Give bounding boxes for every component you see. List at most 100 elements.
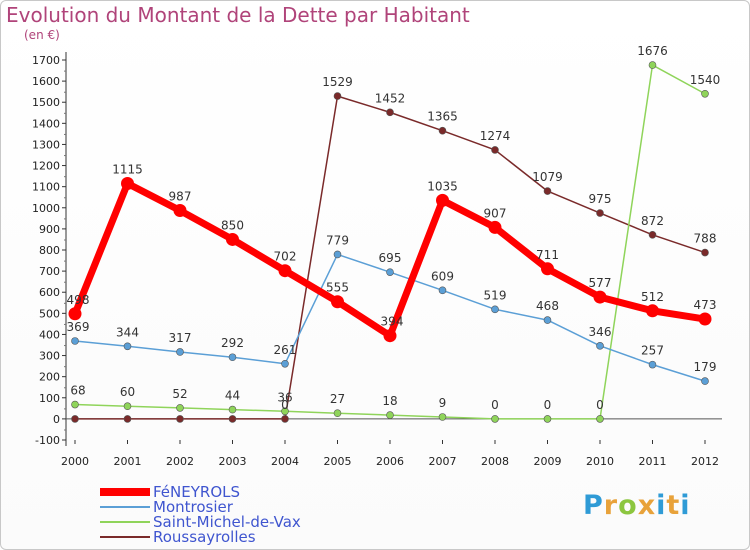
data-point <box>436 193 449 207</box>
x-tick-label: 2009 <box>534 455 562 468</box>
data-point <box>701 248 709 257</box>
data-point <box>386 268 394 276</box>
data-point <box>123 342 132 351</box>
data-label: 1115 <box>112 163 143 177</box>
data-point <box>491 146 499 154</box>
data-label: 1452 <box>375 91 406 105</box>
data-point <box>228 405 237 414</box>
data-label: 695 <box>379 251 402 265</box>
y-tick-label: 1600 <box>32 75 60 88</box>
data-label: 1529 <box>322 75 353 89</box>
proxiti-logo: Proxiti <box>583 490 691 521</box>
x-tick-label: 2008 <box>481 455 509 468</box>
data-label: 179 <box>694 360 717 374</box>
data-label: 52 <box>172 387 187 401</box>
y-tick-label: 600 <box>39 286 60 299</box>
legend-label: FéNEYROLS <box>153 483 240 501</box>
data-point <box>543 187 552 195</box>
x-tick-label: 2011 <box>639 455 667 468</box>
data-point <box>176 404 184 412</box>
data-label: 1079 <box>532 170 563 184</box>
data-point <box>491 305 499 314</box>
y-tick-label: 0 <box>53 413 60 426</box>
data-label: 555 <box>326 281 349 295</box>
data-label: 512 <box>641 290 664 304</box>
data-label: 468 <box>536 299 559 313</box>
data-point <box>593 290 607 304</box>
y-tick-label: 500 <box>39 307 60 320</box>
data-point <box>596 209 604 217</box>
data-point <box>646 304 659 318</box>
data-point <box>543 415 552 423</box>
x-tick-label: 2003 <box>219 455 247 468</box>
series-line <box>74 64 706 420</box>
data-point <box>71 337 79 345</box>
y-tick-label: 200 <box>39 371 60 384</box>
data-point <box>71 400 79 409</box>
data-label: 344 <box>116 325 139 339</box>
data-point <box>68 307 82 321</box>
data-point <box>701 377 709 385</box>
x-tick-label: 2010 <box>586 455 614 468</box>
y-tick-label: 1200 <box>32 160 60 173</box>
y-tick-label: 300 <box>39 350 60 363</box>
data-label: 44 <box>225 389 240 403</box>
x-tick-label: 2001 <box>114 455 142 468</box>
legend-label: Saint-Michel-de-Vax <box>153 513 301 531</box>
data-point <box>386 411 394 419</box>
data-point <box>596 415 604 423</box>
data-label: 317 <box>169 331 192 345</box>
data-point <box>71 415 79 423</box>
data-point <box>701 89 709 98</box>
data-point <box>333 409 342 417</box>
data-label: 18 <box>382 394 397 408</box>
unit-label: (en €) <box>24 28 60 42</box>
y-tick-label: 1100 <box>32 181 60 194</box>
data-label: 0 <box>596 398 604 412</box>
data-label: 1540 <box>690 73 721 87</box>
y-tick-label: 800 <box>39 244 60 257</box>
y-tick-label: 1400 <box>32 117 60 130</box>
x-tick-label: 2006 <box>376 455 404 468</box>
data-point <box>278 264 292 278</box>
data-point <box>281 359 289 368</box>
data-point <box>228 415 237 423</box>
data-point <box>383 329 397 343</box>
data-label: 711 <box>536 248 559 262</box>
data-point <box>488 220 502 234</box>
data-label: 346 <box>589 325 612 339</box>
legend-label: Roussayrolles <box>153 528 256 546</box>
data-label: 1676 <box>637 44 668 58</box>
data-point <box>123 415 132 423</box>
x-tick-label: 2002 <box>166 455 194 468</box>
data-point <box>541 262 554 276</box>
data-point <box>228 353 237 362</box>
data-label: 788 <box>694 232 717 246</box>
data-label: 907 <box>484 206 507 220</box>
y-tick-label: 1000 <box>32 202 60 215</box>
data-point <box>438 286 447 295</box>
data-point <box>281 415 289 423</box>
data-point <box>331 295 344 309</box>
data-point <box>596 342 604 350</box>
y-tick-label: 400 <box>39 328 60 341</box>
data-point <box>226 232 239 246</box>
data-label: 498 <box>67 293 90 307</box>
data-label: 987 <box>169 190 192 204</box>
data-label: 609 <box>431 269 454 283</box>
data-point <box>123 402 132 411</box>
y-tick-label: 1300 <box>32 138 60 151</box>
data-label: 872 <box>641 214 664 228</box>
data-point <box>386 108 394 117</box>
data-label: 577 <box>589 276 612 290</box>
data-point <box>438 126 447 135</box>
data-point <box>648 61 657 69</box>
x-tick-label: 2005 <box>324 455 352 468</box>
x-tick-label: 2000 <box>61 455 89 468</box>
y-tick-label: 1700 <box>32 54 60 67</box>
data-point <box>491 415 499 423</box>
data-label: 702 <box>274 250 297 264</box>
data-label: 473 <box>694 298 717 312</box>
